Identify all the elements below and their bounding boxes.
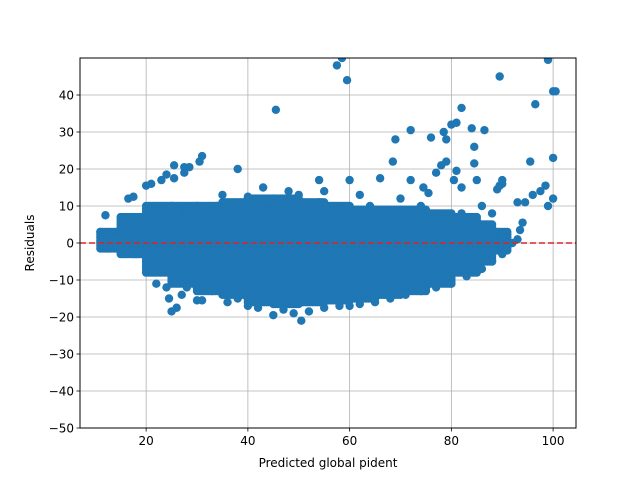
data-points bbox=[96, 58, 560, 325]
